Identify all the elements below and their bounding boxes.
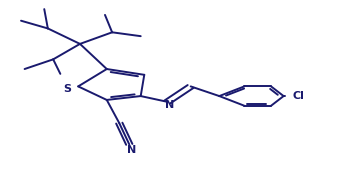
Text: S: S	[63, 84, 72, 94]
Text: N: N	[127, 145, 136, 155]
Text: N: N	[165, 100, 174, 110]
Text: Cl: Cl	[293, 91, 305, 101]
